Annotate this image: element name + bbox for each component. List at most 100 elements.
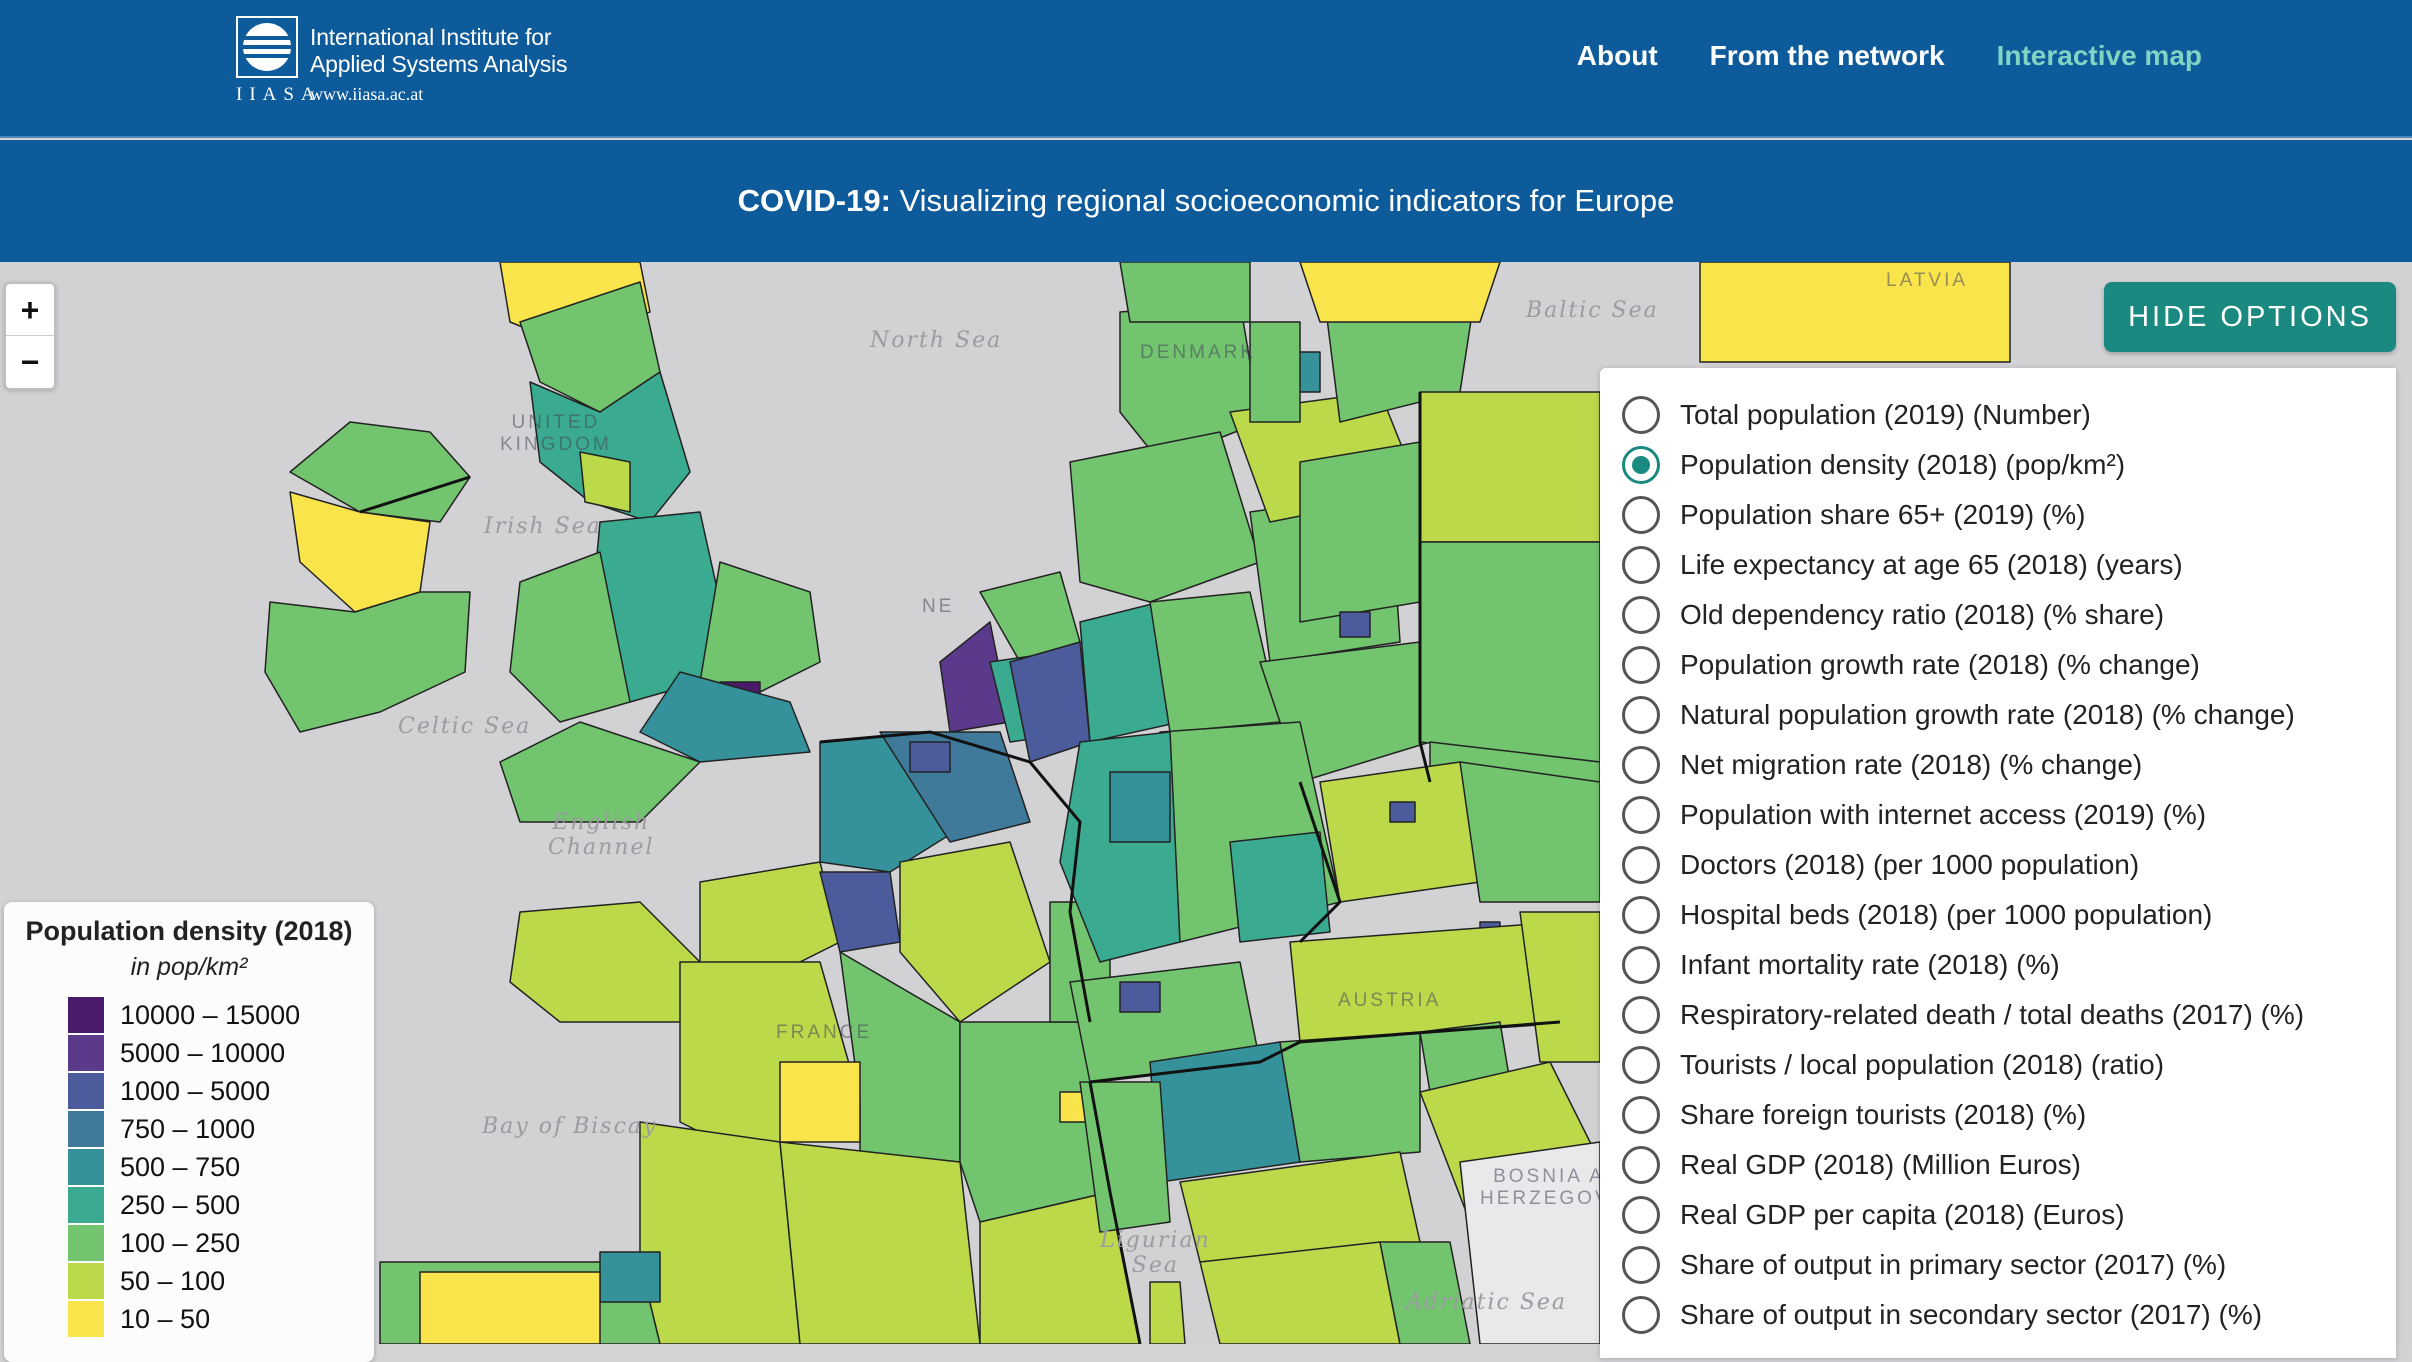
country-label-latvia: LATVIA (1886, 270, 1969, 291)
zoom-in-button[interactable]: + (6, 284, 54, 336)
radio-button[interactable] (1622, 1096, 1660, 1134)
border-fr-be (819, 730, 1031, 764)
region-denmark-jutland (1119, 262, 1251, 323)
sea-label-north-sea: North Sea (870, 328, 1003, 353)
radio-button[interactable] (1622, 646, 1660, 684)
page-title-bar: COVID-19: Visualizing regional socioecon… (0, 140, 2412, 262)
radio-button[interactable] (1622, 1246, 1660, 1284)
country-label-austria: AUSTRIA (1338, 990, 1442, 1011)
map-legend: Population density (2018) in pop/km² 100… (4, 902, 374, 1362)
indicator-option[interactable]: Population with internet access (2019) (… (1622, 790, 2396, 840)
radio-button[interactable] (1622, 846, 1660, 884)
sea-label-bay-of-biscay: Bay of Biscay (482, 1114, 658, 1139)
legend-label: 750 – 1000 (120, 1113, 256, 1144)
region-marche (1379, 1241, 1471, 1344)
map-canvas[interactable] (0, 262, 2412, 1344)
indicator-option[interactable]: Real GDP (2018) (Million Euros) (1622, 1140, 2396, 1190)
sea-label-irish-sea: Irish Sea (484, 514, 602, 539)
indicator-option[interactable]: Population growth rate (2018) (% change) (1622, 640, 2396, 690)
indicator-option[interactable]: Real GDP per capita (2018) (Euros) (1622, 1190, 2396, 1240)
legend-row: 1000 – 5000 (68, 1072, 358, 1110)
indicator-option[interactable]: Share of output in primary sector (2017)… (1622, 1240, 2396, 1290)
nav-from-the-network[interactable]: From the network (1709, 40, 1945, 71)
radio-button[interactable] (1622, 496, 1660, 534)
legend-label: 5000 – 10000 (120, 1037, 286, 1068)
indicator-option[interactable]: Total population (2019) (Number) (1622, 390, 2396, 440)
region-brussels (909, 741, 951, 773)
region-lombardy (1149, 1041, 1301, 1183)
region-east-england (699, 561, 821, 693)
indicator-option-label: Population with internet access (2019) (… (1680, 799, 2207, 830)
region-aquitaine (639, 1121, 801, 1344)
zoom-out-button[interactable]: − (20, 344, 40, 380)
indicator-option[interactable]: Life expectancy at age 65 (2018) (years) (1622, 540, 2396, 590)
indicator-option[interactable]: Respiratory-related death / total deaths… (1622, 990, 2396, 1040)
region-bohemia (1319, 761, 1481, 903)
radio-button[interactable] (1622, 1046, 1660, 1084)
region-hungary (1519, 911, 1601, 1063)
radio-button[interactable] (1622, 396, 1660, 434)
radio-button[interactable] (1622, 946, 1660, 984)
legend-row: 250 – 500 (68, 1186, 358, 1224)
legend-swatch (68, 1111, 104, 1147)
legend-title: Population density (2018) (25, 916, 353, 946)
indicator-option[interactable]: Old dependency ratio (2018) (% share) (1622, 590, 2396, 640)
region-nw-england (579, 451, 631, 513)
region-zealand (1249, 321, 1301, 423)
radio-button[interactable] (1622, 1296, 1660, 1334)
radio-button[interactable] (1622, 996, 1660, 1034)
region-poland-west (1419, 541, 1601, 763)
radio-button[interactable] (1622, 696, 1660, 734)
zoom-control: + − (4, 282, 56, 390)
sea-label-english-channel: English Channel (548, 810, 655, 860)
iiasa-globe-icon (236, 16, 298, 78)
sea-label-baltic-sea: Baltic Sea (1526, 298, 1659, 323)
legend-swatch (68, 1301, 104, 1337)
sea-label-ligurian-sea: Ligurian Sea (1100, 1228, 1211, 1278)
nav-interactive-map[interactable]: Interactive map (1996, 40, 2202, 71)
legend-swatch (68, 1149, 104, 1185)
indicator-option[interactable]: Share of output in secondary sector (201… (1622, 1290, 2396, 1340)
radio-button[interactable] (1622, 1146, 1660, 1184)
region-latvia (1699, 262, 2011, 363)
radio-button[interactable] (1622, 796, 1660, 834)
indicator-option-label: Net migration rate (2018) (% change) (1680, 749, 2143, 780)
indicator-option[interactable]: Doctors (2018) (per 1000 population) (1622, 840, 2396, 890)
border-de-cz (1298, 781, 1342, 944)
legend-swatch (68, 997, 104, 1033)
radio-button[interactable] (1622, 896, 1660, 934)
indicator-option[interactable]: Infant mortality rate (2018) (%) (1622, 940, 2396, 990)
hide-options-button[interactable]: HIDE OPTIONS (2104, 282, 2396, 352)
indicator-option[interactable]: Natural population growth rate (2018) (%… (1622, 690, 2396, 740)
legend-swatch (68, 1225, 104, 1261)
radio-button[interactable] (1622, 546, 1660, 584)
main-nav: About From the network Interactive map (1577, 40, 2202, 72)
region-se-england (639, 671, 811, 763)
iiasa-logo[interactable]: International Institute for Applied Syst… (236, 16, 576, 108)
indicator-option-label: Natural population growth rate (2018) (%… (1680, 699, 2295, 730)
radio-button[interactable] (1622, 746, 1660, 784)
indicator-option[interactable]: Population share 65+ (2019) (%) (1622, 490, 2396, 540)
region-corsica (1149, 1281, 1186, 1344)
region-ireland-south (264, 591, 471, 733)
indicator-option-label: Share foreign tourists (2018) (%) (1680, 1099, 2087, 1130)
indicator-option-label: Total population (2019) (Number) (1680, 399, 2091, 430)
radio-button-checked[interactable] (1622, 446, 1660, 484)
region-veneto (1279, 1031, 1421, 1163)
region-piedmont (1079, 1081, 1171, 1233)
region-basque (599, 1251, 661, 1303)
region-prague (1389, 801, 1416, 823)
indicator-option[interactable]: Population density (2018) (pop/km²) (1622, 440, 2396, 490)
nav-about[interactable]: About (1576, 40, 1658, 71)
top-navigation-bar: International Institute for Applied Syst… (0, 0, 2412, 138)
indicator-option[interactable]: Tourists / local population (2018) (rati… (1622, 1040, 2396, 1090)
region-pomerania (1419, 391, 1601, 543)
radio-button[interactable] (1622, 1196, 1660, 1234)
indicator-option[interactable]: Share foreign tourists (2018) (%) (1622, 1090, 2396, 1140)
indicator-option[interactable]: Net migration rate (2018) (% change) (1622, 740, 2396, 790)
indicator-option[interactable]: Hospital beds (2018) (per 1000 populatio… (1622, 890, 2396, 940)
radio-button[interactable] (1622, 596, 1660, 634)
region-creuse (779, 1061, 861, 1143)
indicator-options-panel: Total population (2019) (Number) Populati… (1600, 368, 2396, 1358)
indicator-option-label: Real GDP per capita (2018) (Euros) (1680, 1199, 2125, 1230)
